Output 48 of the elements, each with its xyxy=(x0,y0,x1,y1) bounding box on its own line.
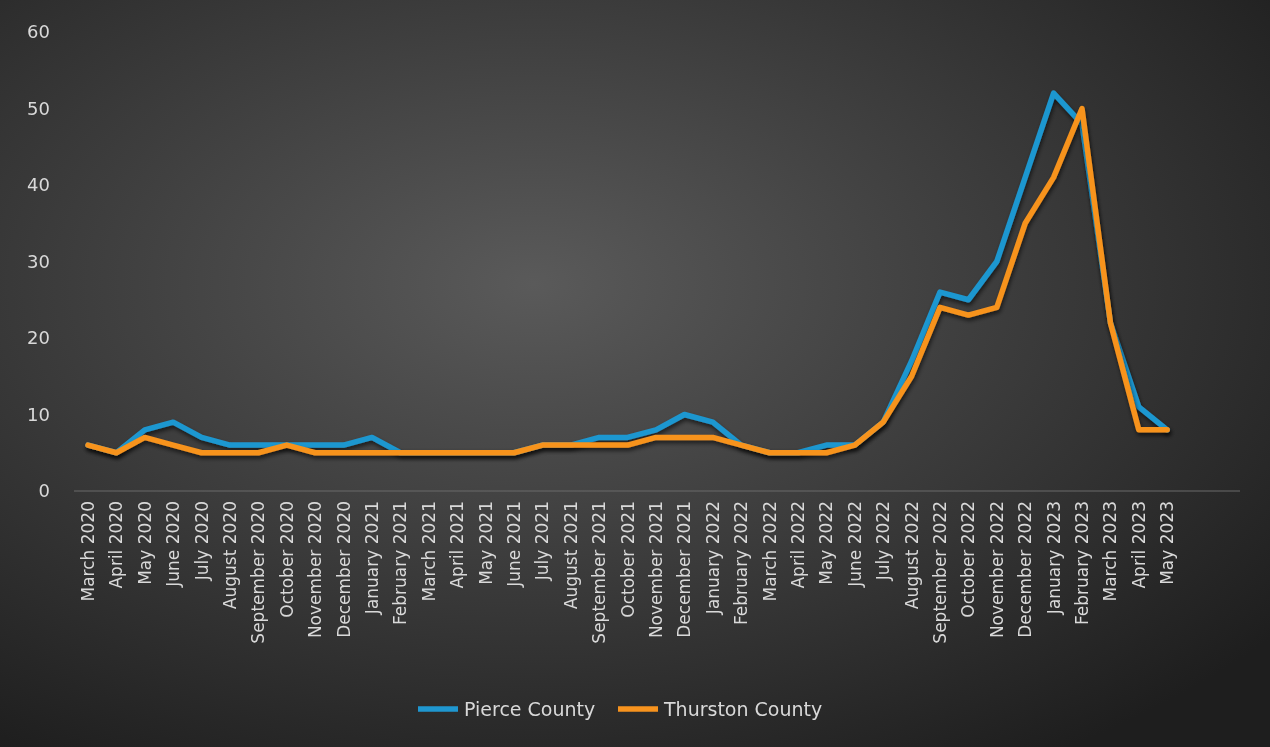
x-tick-label: October 2022 xyxy=(958,501,979,618)
x-tick-label: June 2022 xyxy=(844,501,865,588)
x-tick-label: February 2023 xyxy=(1071,501,1092,625)
x-tick-label: July 2021 xyxy=(532,501,553,582)
x-tick-label: April 2022 xyxy=(787,501,808,589)
x-tick-label: February 2022 xyxy=(731,501,752,625)
legend-label: Thurston County xyxy=(663,697,823,720)
legend-label: Pierce County xyxy=(464,697,596,720)
y-tick-label: 10 xyxy=(27,403,50,425)
x-tick-label: December 2020 xyxy=(333,501,354,638)
x-tick-label: September 2020 xyxy=(248,501,269,644)
x-tick-label: December 2021 xyxy=(674,501,695,638)
x-tick-label: September 2021 xyxy=(589,501,610,644)
y-tick-label: 20 xyxy=(27,327,50,349)
x-tick-label: May 2022 xyxy=(816,501,837,585)
x-tick-label: April 2020 xyxy=(106,501,127,589)
x-tick-label: April 2023 xyxy=(1128,501,1149,589)
x-tick-label: October 2021 xyxy=(617,501,638,618)
x-tick-label: August 2022 xyxy=(901,501,922,610)
x-tick-label: September 2022 xyxy=(929,501,950,644)
x-tick-label: January 2021 xyxy=(361,501,382,616)
x-tick-label: February 2021 xyxy=(390,501,411,625)
x-tick-label: May 2023 xyxy=(1157,501,1178,585)
x-tick-label: June 2020 xyxy=(163,501,184,588)
x-tick-label: July 2022 xyxy=(873,501,894,582)
x-tick-label: January 2022 xyxy=(702,501,723,616)
y-tick-label: 30 xyxy=(27,250,50,272)
x-tick-label: November 2022 xyxy=(986,501,1007,639)
x-tick-label: November 2020 xyxy=(305,501,326,639)
x-tick-label: December 2022 xyxy=(1015,501,1036,638)
x-tick-label: August 2020 xyxy=(219,501,240,610)
x-tick-label: November 2021 xyxy=(645,501,666,639)
x-tick-label: May 2021 xyxy=(475,501,496,585)
x-tick-label: March 2020 xyxy=(77,501,98,602)
y-tick-label: 50 xyxy=(27,97,50,119)
x-tick-label: June 2021 xyxy=(503,501,524,588)
x-tick-label: May 2020 xyxy=(134,501,155,585)
x-tick-label: March 2023 xyxy=(1100,501,1121,602)
y-tick-label: 0 xyxy=(38,480,50,502)
y-tick-label: 60 xyxy=(27,21,50,43)
x-tick-label: March 2022 xyxy=(759,501,780,602)
x-tick-label: April 2021 xyxy=(447,501,468,589)
x-tick-label: March 2021 xyxy=(418,501,439,602)
x-tick-label: October 2020 xyxy=(276,501,297,618)
x-tick-label: January 2023 xyxy=(1043,501,1064,616)
x-tick-label: July 2020 xyxy=(191,501,212,582)
x-tick-label: August 2021 xyxy=(560,501,581,610)
y-tick-label: 40 xyxy=(27,174,50,196)
